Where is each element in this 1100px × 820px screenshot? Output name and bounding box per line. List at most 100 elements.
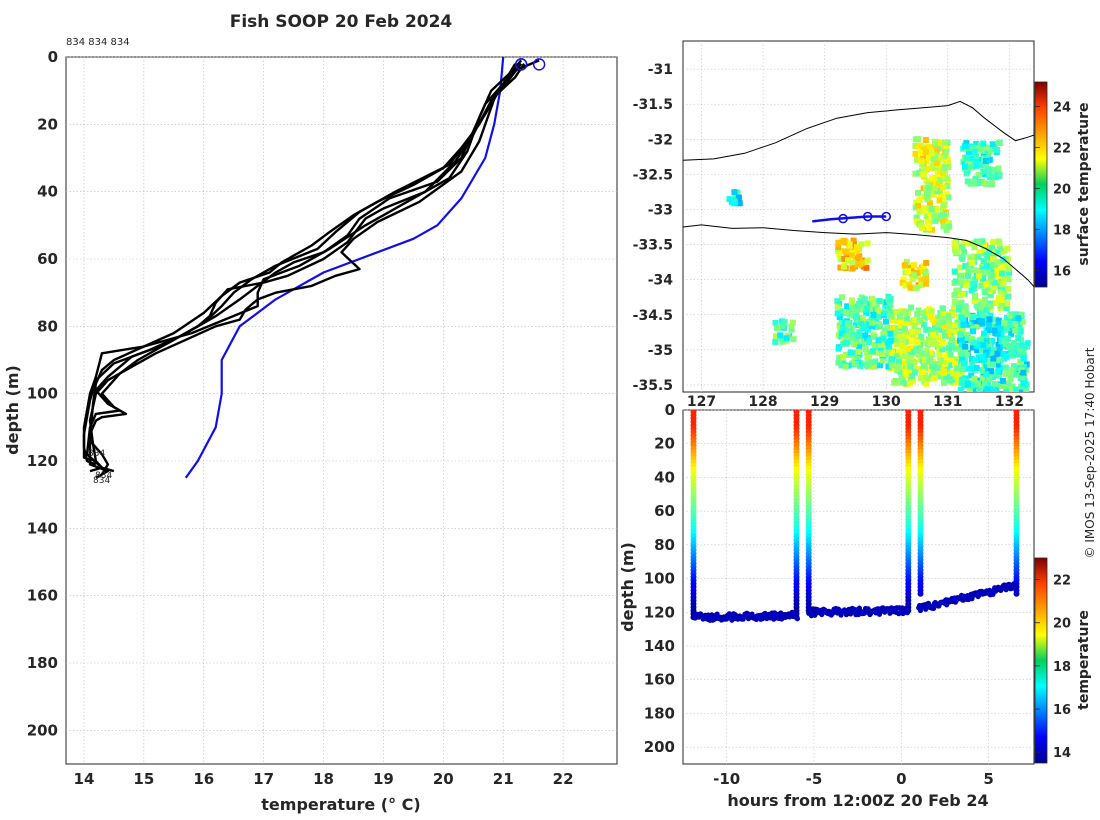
sst-pixel: [998, 260, 1005, 267]
sst-pixel: [927, 340, 934, 346]
sst-pixel: [912, 143, 919, 149]
sst-pixel: [1020, 363, 1027, 370]
sst-pixel: [1002, 326, 1009, 333]
surface-marker: [514, 58, 528, 71]
sst-pixel: [840, 340, 847, 347]
sst-pixel: [998, 382, 1005, 389]
sst-pixel: [988, 368, 994, 375]
sst-pixel: [926, 200, 933, 207]
sst-pixel: [964, 272, 971, 279]
y-tick-label: 160: [644, 671, 675, 689]
sst-pixel: [937, 139, 944, 146]
sst-pixel: [923, 280, 929, 287]
sst-pixel: [954, 244, 961, 251]
sst-pixel: [848, 301, 855, 308]
sst-pixel: [783, 335, 790, 342]
sst-pixel: [999, 270, 1005, 277]
sst-pixel: [950, 311, 957, 318]
sst-pixel: [976, 249, 983, 256]
sst-pixel: [932, 174, 939, 181]
colorbar-tick-label: 24: [1053, 101, 1071, 116]
sst-pixel: [907, 363, 914, 370]
sst-pixel: [1020, 369, 1027, 376]
sst-pixel: [863, 362, 870, 369]
sst-pixel: [962, 343, 969, 350]
sst-pixel: [973, 153, 980, 160]
x-tick-label: 18: [313, 770, 334, 788]
sst-pixel: [1019, 318, 1026, 325]
section-point: [1013, 590, 1020, 597]
sst-pixel: [931, 340, 938, 347]
sst-pixel: [860, 336, 867, 343]
map-tick-labels: 127 128 129 130 131 132 -31 -31.5 -32 -32.5 -33 -33…: [633, 62, 1024, 410]
sst-pixel: [1023, 343, 1030, 350]
sst-pixel: [983, 307, 990, 313]
sst-pixel: [994, 357, 1001, 364]
sst-pixel: [834, 304, 841, 311]
sst-pixel: [927, 147, 934, 154]
sst-pixel: [989, 248, 996, 255]
profile-grid: [66, 56, 617, 764]
sst-pixel: [836, 354, 843, 361]
sst-pixel: [961, 239, 968, 246]
sst-pixel: [995, 139, 1002, 146]
sst-pixel: [936, 197, 943, 204]
track-marker: [862, 211, 873, 222]
sst-pixel: [995, 342, 1002, 348]
sst-pixel: [995, 320, 1002, 327]
sst-pixel: [987, 303, 994, 310]
sst-pixel: [914, 311, 921, 318]
sst-pixel: [992, 262, 998, 269]
sst-pixel: [1023, 381, 1030, 388]
sst-pixel: [914, 366, 921, 373]
sst-pixel: [777, 332, 784, 339]
sst-pixel: [861, 296, 868, 303]
sst-pixel: [916, 208, 923, 215]
y-tick-label: 0: [665, 401, 675, 419]
section-y-label: depth (m): [618, 542, 637, 632]
sst-pixel: [835, 359, 842, 366]
sst-pixel: [958, 314, 965, 321]
sst-pixel: [907, 264, 914, 271]
sst-pixel: [959, 376, 966, 383]
sst-pixel: [991, 279, 998, 286]
sst-pixel: [893, 341, 900, 347]
sst-pixel: [985, 152, 992, 159]
sst-pixel: [960, 321, 967, 328]
sst-pixel: [994, 350, 1001, 357]
sst-pixel: [975, 254, 981, 261]
profile-bottom-label: 834: [95, 471, 112, 481]
sst-pixel: [885, 363, 892, 370]
sst-pixel: [976, 337, 983, 344]
sst-pixel: [964, 178, 971, 185]
x-tick-label: 21: [493, 770, 514, 788]
lat-tick-label: -35: [648, 343, 673, 359]
sst-pixel: [1007, 370, 1014, 377]
sst-pixel: [975, 146, 982, 153]
sst-pixel: [870, 300, 877, 307]
sst-pixel: [1004, 315, 1010, 321]
sst-pixel: [854, 261, 861, 268]
sst-pixel: [1003, 370, 1010, 377]
sst-pixel: [1002, 364, 1009, 371]
sst-pixel: [899, 342, 906, 349]
sst-pixel: [983, 383, 990, 390]
sst-pixel: [919, 171, 926, 178]
sst-pixel: [983, 270, 990, 277]
profile-axes-box: [65, 56, 618, 765]
sst-pixel: [959, 356, 966, 363]
sst-pixel: [959, 310, 966, 317]
sst-pixel: [838, 308, 845, 315]
sst-pixel: [913, 199, 920, 206]
sst-pixel: [849, 259, 856, 266]
sst-pixel: [957, 279, 964, 286]
sst-pixel: [937, 373, 944, 380]
sst-pixel: [845, 257, 851, 264]
sst-pixel: [973, 162, 980, 169]
sst-pixel: [978, 304, 985, 311]
sst-pixel: [855, 332, 862, 339]
sst-pixel: [980, 275, 987, 282]
sst-pixel: [837, 256, 844, 263]
sst-pixel: [893, 308, 900, 315]
sst-pixel: [859, 314, 866, 321]
